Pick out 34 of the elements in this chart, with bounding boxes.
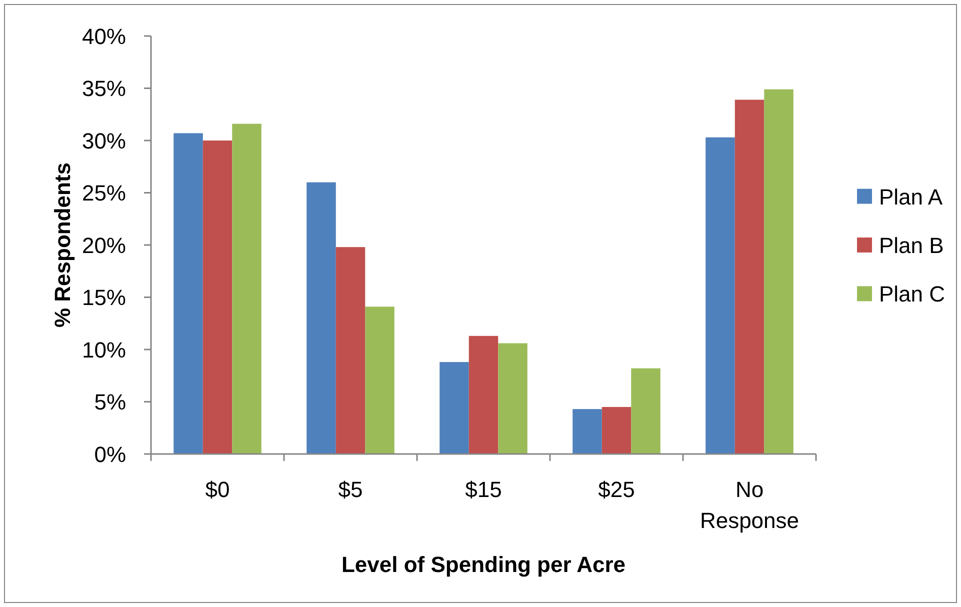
x-axis-title: Level of Spending per Acre	[341, 552, 626, 577]
legend-label: Plan C	[879, 282, 946, 307]
x-tick-label: $25	[598, 477, 635, 502]
bar	[602, 406, 632, 454]
x-tick-label: No Response	[700, 477, 800, 533]
y-tick-label: 25%	[82, 180, 126, 206]
y-tick-label: 10%	[82, 337, 126, 362]
bar	[306, 182, 336, 454]
y-tick-label: 30%	[82, 128, 126, 154]
y-tick-label: 40%	[82, 24, 126, 49]
bar	[631, 368, 660, 454]
bar	[764, 89, 794, 454]
bar	[498, 343, 528, 454]
bar	[706, 137, 735, 454]
y-tick-label: 20%	[82, 232, 126, 258]
y-tick-label: 0%	[94, 442, 126, 467]
y-tick-label: 5%	[94, 390, 126, 415]
legend-label: Plan B	[879, 233, 944, 258]
y-axis-title: % Respondents	[50, 162, 75, 328]
y-tick-label: 35%	[82, 76, 126, 102]
bar	[202, 140, 232, 454]
bar	[734, 100, 764, 454]
x-tick-label: $5	[338, 477, 363, 502]
legend-label: Plan A	[879, 184, 943, 210]
bar	[365, 306, 394, 454]
y-tick-label: 15%	[82, 285, 126, 310]
bar	[232, 124, 262, 454]
bar	[468, 336, 498, 454]
bar	[572, 409, 602, 454]
bar	[336, 247, 366, 454]
bar	[174, 133, 203, 454]
bar	[440, 362, 469, 454]
x-tick-label: $0	[205, 477, 230, 502]
x-tick-label: $15	[465, 477, 502, 502]
